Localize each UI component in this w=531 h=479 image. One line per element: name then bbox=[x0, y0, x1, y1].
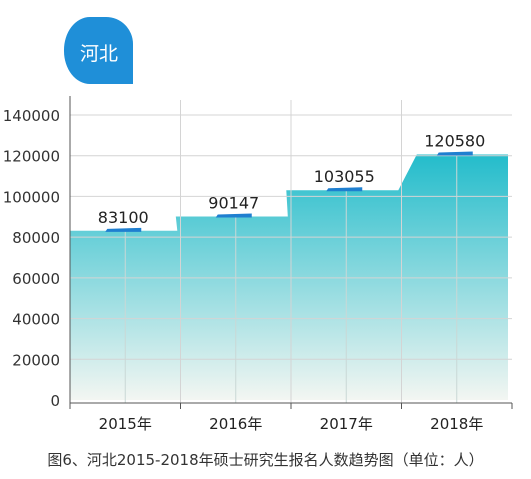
x-tick-labels: 2015年 2016年 2017年 2018年 bbox=[99, 415, 484, 433]
y-tick-label: 20000 bbox=[12, 351, 60, 369]
data-label: 83100 bbox=[98, 208, 149, 227]
data-label: 103055 bbox=[314, 167, 375, 186]
data-label: 90147 bbox=[208, 193, 259, 212]
data-labels: 83100 90147 103055 120580 bbox=[98, 132, 485, 227]
value-markers bbox=[105, 151, 473, 232]
x-tick-label: 2018年 bbox=[430, 415, 483, 433]
y-tick-labels: 0 20000 40000 60000 80000 100000 120000 140000 bbox=[3, 107, 60, 410]
y-tick-label: 100000 bbox=[3, 188, 60, 206]
area-series bbox=[70, 100, 512, 403]
y-tick-label: 120000 bbox=[3, 148, 60, 166]
y-tick-label: 0 bbox=[50, 392, 60, 410]
y-tick-label: 60000 bbox=[12, 270, 60, 288]
y-tick-label: 80000 bbox=[12, 229, 60, 247]
region-badge: 河北 bbox=[63, 16, 133, 84]
region-badge-label: 河北 bbox=[80, 43, 118, 65]
value-marker bbox=[436, 151, 473, 156]
data-label: 120580 bbox=[424, 132, 485, 151]
region-badge-shape bbox=[63, 16, 133, 84]
grid-lines bbox=[70, 100, 512, 403]
x-tick-label: 2017年 bbox=[320, 415, 373, 433]
value-marker bbox=[215, 213, 252, 218]
value-marker bbox=[105, 227, 142, 232]
chart-caption: 图6、河北2015-2018年硕士研究生报名人数趋势图（单位：人） bbox=[47, 451, 484, 469]
x-tick-label: 2016年 bbox=[209, 415, 262, 433]
area-fill bbox=[70, 154, 508, 400]
y-tick-label: 40000 bbox=[12, 311, 60, 329]
axes bbox=[69, 96, 513, 409]
x-tick-label: 2015年 bbox=[99, 415, 152, 433]
value-marker bbox=[326, 187, 363, 192]
y-tick-label: 140000 bbox=[3, 107, 60, 125]
